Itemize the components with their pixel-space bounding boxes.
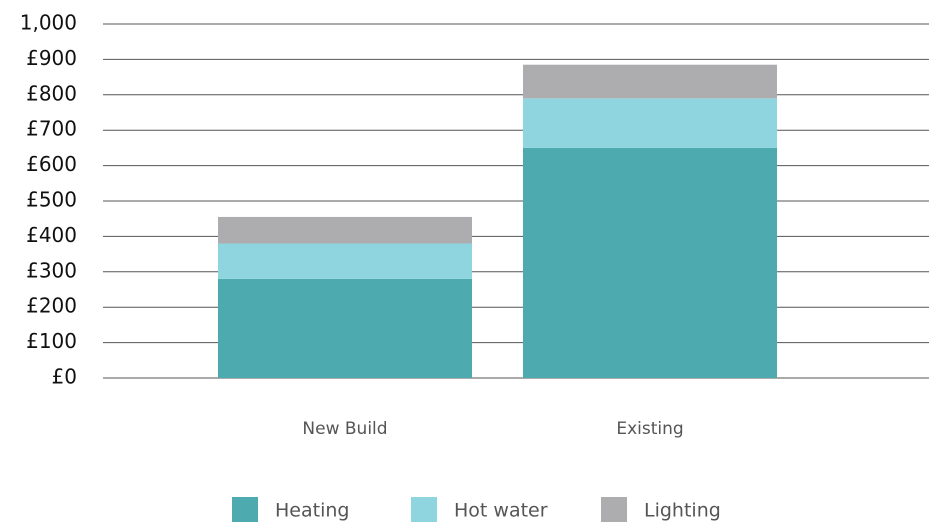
bar-segment bbox=[218, 243, 472, 279]
legend-label: Hot water bbox=[454, 500, 548, 522]
y-tick-label: 1,000 bbox=[20, 11, 77, 35]
legend-label: Heating bbox=[275, 500, 349, 522]
y-tick-label: £200 bbox=[26, 294, 77, 318]
y-tick-label: £800 bbox=[26, 81, 77, 105]
y-tick-label: £100 bbox=[26, 329, 77, 353]
y-tick-label: £700 bbox=[26, 117, 77, 141]
legend-swatch bbox=[601, 497, 627, 522]
bar-segment bbox=[218, 278, 472, 378]
y-tick-label: £900 bbox=[26, 46, 77, 70]
x-tick-label: New Build bbox=[302, 419, 387, 439]
y-tick-label: £300 bbox=[26, 258, 77, 282]
y-tick-label: £0 bbox=[52, 365, 77, 389]
legend-swatch bbox=[232, 497, 258, 522]
bar-segment bbox=[523, 64, 777, 99]
bar-segment bbox=[523, 98, 777, 148]
y-tick-label: £400 bbox=[26, 223, 77, 247]
y-tick-label: £600 bbox=[26, 152, 77, 176]
y-tick-label: £500 bbox=[26, 188, 77, 212]
x-tick-label: Existing bbox=[616, 419, 683, 439]
legend-label: Lighting bbox=[644, 500, 721, 522]
legend-swatch bbox=[411, 497, 437, 522]
bar-segment bbox=[218, 216, 472, 244]
bar-segment bbox=[523, 147, 777, 378]
